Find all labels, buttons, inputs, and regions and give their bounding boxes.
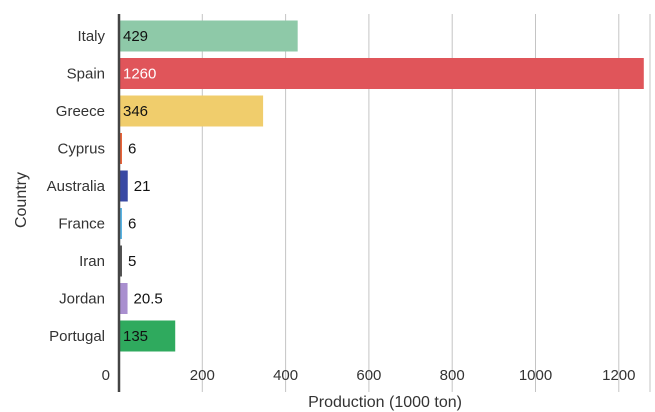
- bar-france: [119, 208, 122, 239]
- value-label-australia: 21: [134, 178, 151, 195]
- category-label-portugal: Portugal: [49, 328, 105, 345]
- value-label-cyprus: 6: [128, 141, 136, 158]
- category-label-cyprus: Cyprus: [57, 141, 105, 158]
- x-tick-label-400: 400: [273, 367, 298, 384]
- x-tick-label-1000: 1000: [519, 367, 552, 384]
- bar-italy: [119, 20, 298, 52]
- x-tick-label-0: 0: [102, 367, 110, 384]
- category-label-italy: Italy: [77, 28, 105, 45]
- value-label-jordan: 20.5: [134, 291, 163, 308]
- category-label-australia: Australia: [47, 178, 106, 195]
- value-label-iran: 5: [128, 253, 136, 270]
- bar-australia: [119, 170, 128, 202]
- bar-iran: [119, 245, 122, 277]
- x-tick-label-1200: 1200: [602, 367, 635, 384]
- x-tick-labels: 0 200 400 600 800 1000 1200: [102, 367, 636, 384]
- y-axis-title: Country: [13, 172, 30, 228]
- x-tick-label-600: 600: [356, 367, 381, 384]
- value-label-spain: 1260: [123, 66, 156, 83]
- category-label-greece: Greece: [56, 103, 105, 120]
- value-labels: 429 1260 346 6 21 6 5 20.5 135: [123, 28, 163, 345]
- bar-jordan: [119, 283, 128, 314]
- value-label-portugal: 135: [123, 328, 148, 345]
- bar-greece: [119, 95, 264, 127]
- x-axis-title: Production (1000 ton): [308, 394, 462, 411]
- category-label-spain: Spain: [67, 66, 105, 83]
- category-label-iran: Iran: [79, 253, 105, 270]
- value-label-italy: 429: [123, 28, 148, 45]
- bar-portugal: [119, 320, 176, 352]
- category-labels: Italy Spain Greece Cyprus Australia France Ira…: [47, 28, 106, 345]
- category-label-jordan: Jordan: [59, 291, 105, 308]
- bar-spain: [119, 58, 644, 89]
- bars: [119, 20, 644, 352]
- x-tick-label-800: 800: [440, 367, 465, 384]
- value-label-france: 6: [128, 216, 136, 233]
- x-tick-label-200: 200: [190, 367, 215, 384]
- value-label-greece: 346: [123, 103, 148, 120]
- bar-cyprus: [119, 133, 122, 164]
- category-label-france: France: [58, 216, 105, 233]
